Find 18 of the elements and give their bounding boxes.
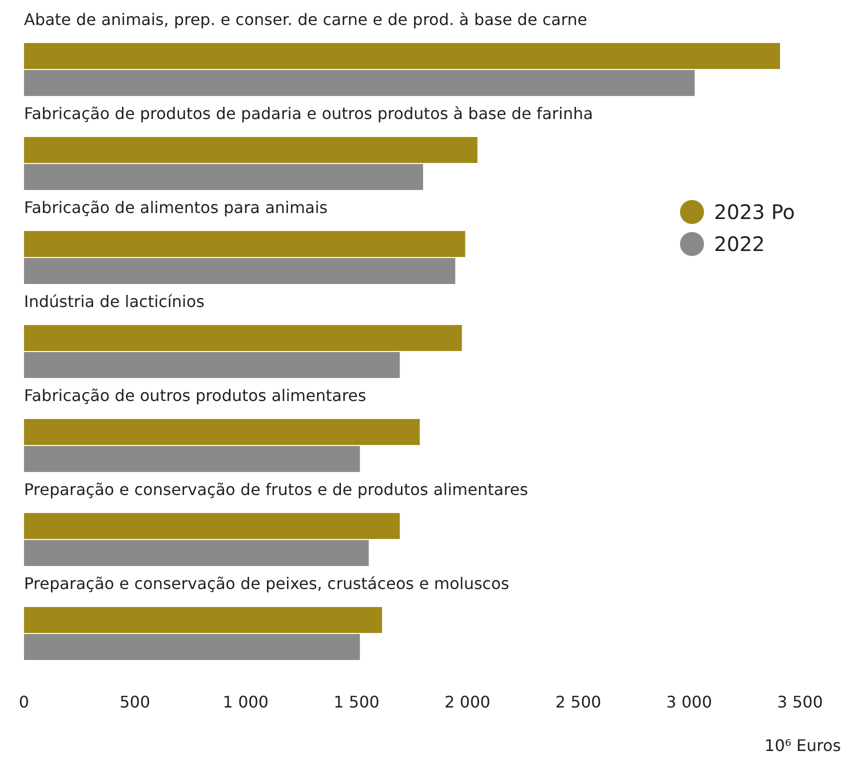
y-tick-label: Preparação e conservação de peixes, crustáceos e moluscos xyxy=(24,574,510,593)
y-tick-label: Fabricação de outros produtos alimentares xyxy=(24,386,366,405)
legend-label: 2022 xyxy=(714,232,765,256)
y-tick-label: Fabricação de produtos de padaria e outros produtos à base de farinha xyxy=(24,104,594,123)
x-tick-label: 3 500 xyxy=(777,692,823,712)
x-tick-label: 500 xyxy=(120,692,150,712)
y-tick-label: Indústria de lacticínios xyxy=(24,292,204,311)
x-tick-label: 2 500 xyxy=(555,692,602,712)
x-tick-label: 2 000 xyxy=(444,692,490,712)
x-tick-label: 3 000 xyxy=(666,692,712,712)
y-tick-label: Abate de animais, prep. e conser. de carne e de prod. à base de carne xyxy=(24,10,588,29)
x-tick-label: 0 xyxy=(18,692,30,712)
y-tick-label: Fabricação de alimentos para animais xyxy=(24,198,328,217)
x-tick-label: 1 000 xyxy=(222,692,269,712)
legend-label: 2023 Po xyxy=(714,200,795,224)
x-axis-title: 10⁶ Euros xyxy=(764,736,841,755)
y-tick-label: Preparação e conservação de frutos e de produtos alimentares xyxy=(24,480,528,499)
x-tick-label: 1 500 xyxy=(334,692,380,712)
